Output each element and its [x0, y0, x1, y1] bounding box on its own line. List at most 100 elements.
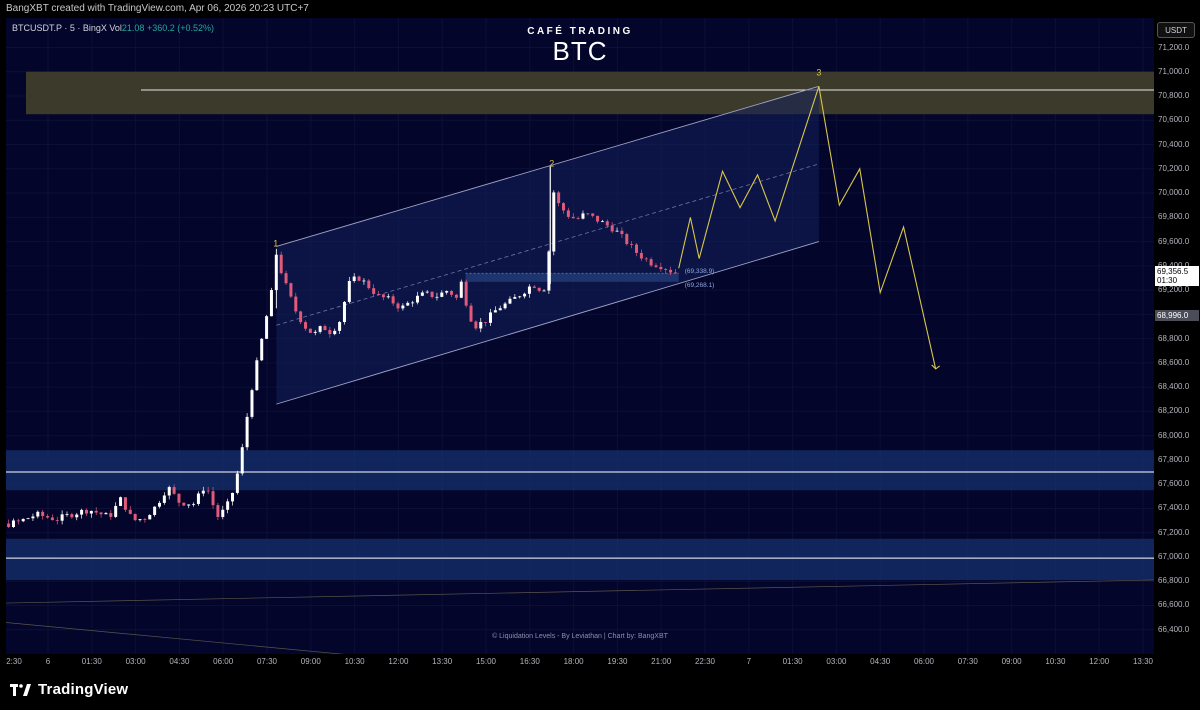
candle	[201, 486, 205, 497]
candle-body	[673, 272, 677, 274]
symbol-legend[interactable]: BTCUSDT.P · 5 · BingX Vol21.08 +360.2 (+…	[12, 23, 214, 33]
chart-credit: © Liquidation Levels - By Leviathan | Ch…	[492, 633, 668, 640]
chart-pane[interactable]: (69,338.9) (69,268.1) 1 2 3 BTCUSDT.P · 5 · …	[6, 18, 1154, 654]
liquidation-line-1	[6, 579, 1154, 604]
time-tick-label: 01:30	[81, 657, 102, 666]
candle	[328, 326, 332, 338]
tradingview-logo[interactable]: TradingView	[10, 681, 128, 698]
range-label-1: (69,338.9)	[685, 268, 715, 275]
candle	[381, 293, 385, 301]
candle-body	[7, 523, 11, 528]
time-axis[interactable]: 2:30 6 01:30 03:00 04:30 06:00 07:30 09:00 10:30…	[6, 654, 1154, 670]
candle-body	[284, 273, 288, 284]
last-price-countdown: 01:30	[1157, 276, 1178, 286]
candle	[70, 512, 74, 519]
wave-projection	[678, 86, 937, 370]
price-chart[interactable]: (69,338.9) (69,268.1) 1 2 3	[6, 18, 1154, 654]
last-price-value: 69,356.5	[1157, 267, 1189, 277]
candle-body	[406, 302, 410, 306]
candle-body	[211, 491, 215, 506]
candle-body	[128, 509, 132, 514]
candle	[620, 227, 624, 239]
candle	[231, 492, 235, 506]
candle	[250, 388, 254, 419]
candle-body	[630, 244, 634, 245]
candle	[527, 284, 531, 298]
candle	[55, 516, 59, 525]
candle-body	[498, 308, 502, 311]
chart-caption: BangXBT created with TradingView.com, Ap…	[0, 0, 1200, 18]
wave-label-1: 1	[273, 238, 278, 248]
candle-body	[527, 286, 531, 294]
candle	[600, 219, 604, 223]
symbol-name[interactable]: BTCUSDT.P · 5 · BingX	[12, 23, 107, 33]
candle	[41, 509, 45, 520]
candle-body	[148, 514, 152, 520]
candle-body	[255, 360, 259, 391]
candle-body	[21, 518, 25, 522]
candle	[396, 301, 400, 312]
candle-body	[547, 251, 551, 291]
candle-body	[172, 487, 176, 494]
candle-body	[299, 311, 303, 323]
candle	[445, 290, 449, 295]
price-axis[interactable]: USDT 66,400.0 66,600.0 66,800.0 67,000.0 67,…	[1154, 18, 1200, 654]
wave-label-3: 3	[816, 67, 821, 77]
time-tick-label: 15:00	[475, 657, 497, 666]
candle-body	[153, 506, 157, 515]
time-tick-label: 6	[45, 657, 51, 666]
candle-body	[221, 509, 225, 517]
candle-body	[357, 276, 361, 281]
candle-body	[41, 511, 45, 517]
time-tick-label: 12:00	[1089, 657, 1110, 666]
candle	[240, 443, 244, 476]
candle	[669, 266, 673, 276]
candle	[7, 519, 11, 529]
candle-body	[269, 290, 273, 317]
candle	[260, 338, 264, 362]
price-tick-label: 70,000.0	[1158, 188, 1190, 198]
price-tick-label: 67,400.0	[1158, 503, 1190, 513]
candle	[318, 325, 322, 334]
candle-body	[201, 490, 205, 494]
time-tick-label: 09:00	[1001, 657, 1022, 666]
candle-body	[133, 513, 137, 521]
candle-body	[114, 505, 118, 517]
candle	[269, 287, 273, 317]
candle	[454, 293, 458, 301]
candle	[123, 497, 127, 513]
currency-button[interactable]: USDT	[1157, 22, 1195, 38]
candle-body	[177, 493, 181, 503]
price-tick-label: 68,600.0	[1158, 357, 1190, 367]
price-tick-label: 70,600.0	[1158, 115, 1190, 125]
candle-body	[99, 512, 103, 515]
candle-body	[649, 259, 653, 266]
candle	[60, 510, 64, 525]
candle-body	[362, 280, 366, 282]
candle-body	[644, 258, 648, 260]
candle	[586, 212, 590, 216]
candle	[503, 302, 507, 310]
price-tick-label: 69,400.0	[1158, 261, 1189, 270]
candle	[36, 510, 40, 519]
time-tick-label: 19:30	[607, 657, 628, 666]
time-tick-label: 07:30	[256, 657, 278, 666]
time-tick-label: 2:30	[6, 657, 22, 666]
candle-body	[669, 269, 673, 273]
candle	[605, 219, 609, 228]
candle-body	[192, 503, 196, 505]
candle-body	[474, 321, 478, 329]
time-tick-label: 18:00	[563, 657, 584, 666]
candle	[104, 511, 108, 515]
candle-body	[65, 514, 69, 515]
candle-body	[571, 216, 575, 219]
time-tick-label: 22:30	[694, 657, 716, 666]
candle	[532, 285, 536, 289]
candle	[245, 413, 249, 451]
candle-body	[576, 218, 580, 219]
candle	[21, 518, 25, 523]
price-tick-label: 68,400.0	[1158, 382, 1190, 392]
candle-body	[75, 514, 79, 518]
candle-body	[338, 322, 342, 331]
candle-body	[347, 280, 351, 302]
